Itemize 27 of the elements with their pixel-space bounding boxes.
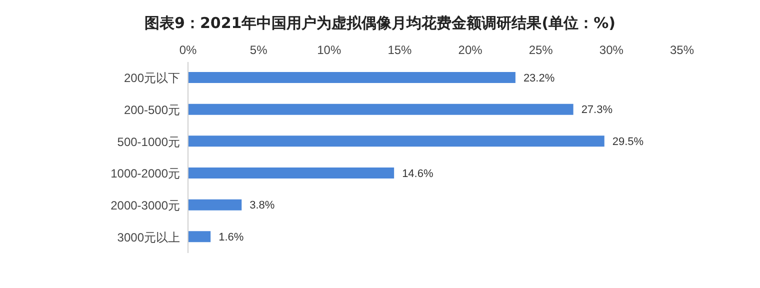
data-label: 27.3% <box>581 104 613 116</box>
bar <box>188 199 242 210</box>
y-tick-label: 200-500元 <box>124 103 180 118</box>
bar <box>188 231 211 242</box>
y-tick-label: 1000-2000元 <box>110 166 180 181</box>
y-tick-label: 200元以下 <box>124 71 180 86</box>
y-tick-label: 3000元以上 <box>117 230 180 244</box>
data-label: 23.2% <box>523 72 555 84</box>
bar <box>188 72 516 83</box>
x-tick-label: 0% <box>179 43 197 57</box>
x-tick-label: 5% <box>250 43 268 57</box>
data-label: 29.5% <box>612 136 644 148</box>
y-tick-label: 500-1000元 <box>117 134 180 149</box>
bar <box>188 104 574 115</box>
x-tick-label: 15% <box>388 43 412 57</box>
x-tick-label: 10% <box>317 43 342 57</box>
x-tick-label: 35% <box>670 43 694 57</box>
chart-title: 图表9：2021年中国用户为虚拟偶像月均花费金额调研结果(单位：%) <box>144 13 616 33</box>
data-label: 3.8% <box>250 200 275 212</box>
bar <box>188 136 604 147</box>
data-label: 14.6% <box>402 168 434 180</box>
bar <box>188 168 394 178</box>
x-tick-label: 25% <box>528 43 554 57</box>
x-tick-label: 20% <box>458 43 483 57</box>
x-tick-label: 30% <box>599 43 624 57</box>
y-tick-label: 2000-3000元 <box>110 198 180 213</box>
data-label: 1.6% <box>218 232 244 244</box>
